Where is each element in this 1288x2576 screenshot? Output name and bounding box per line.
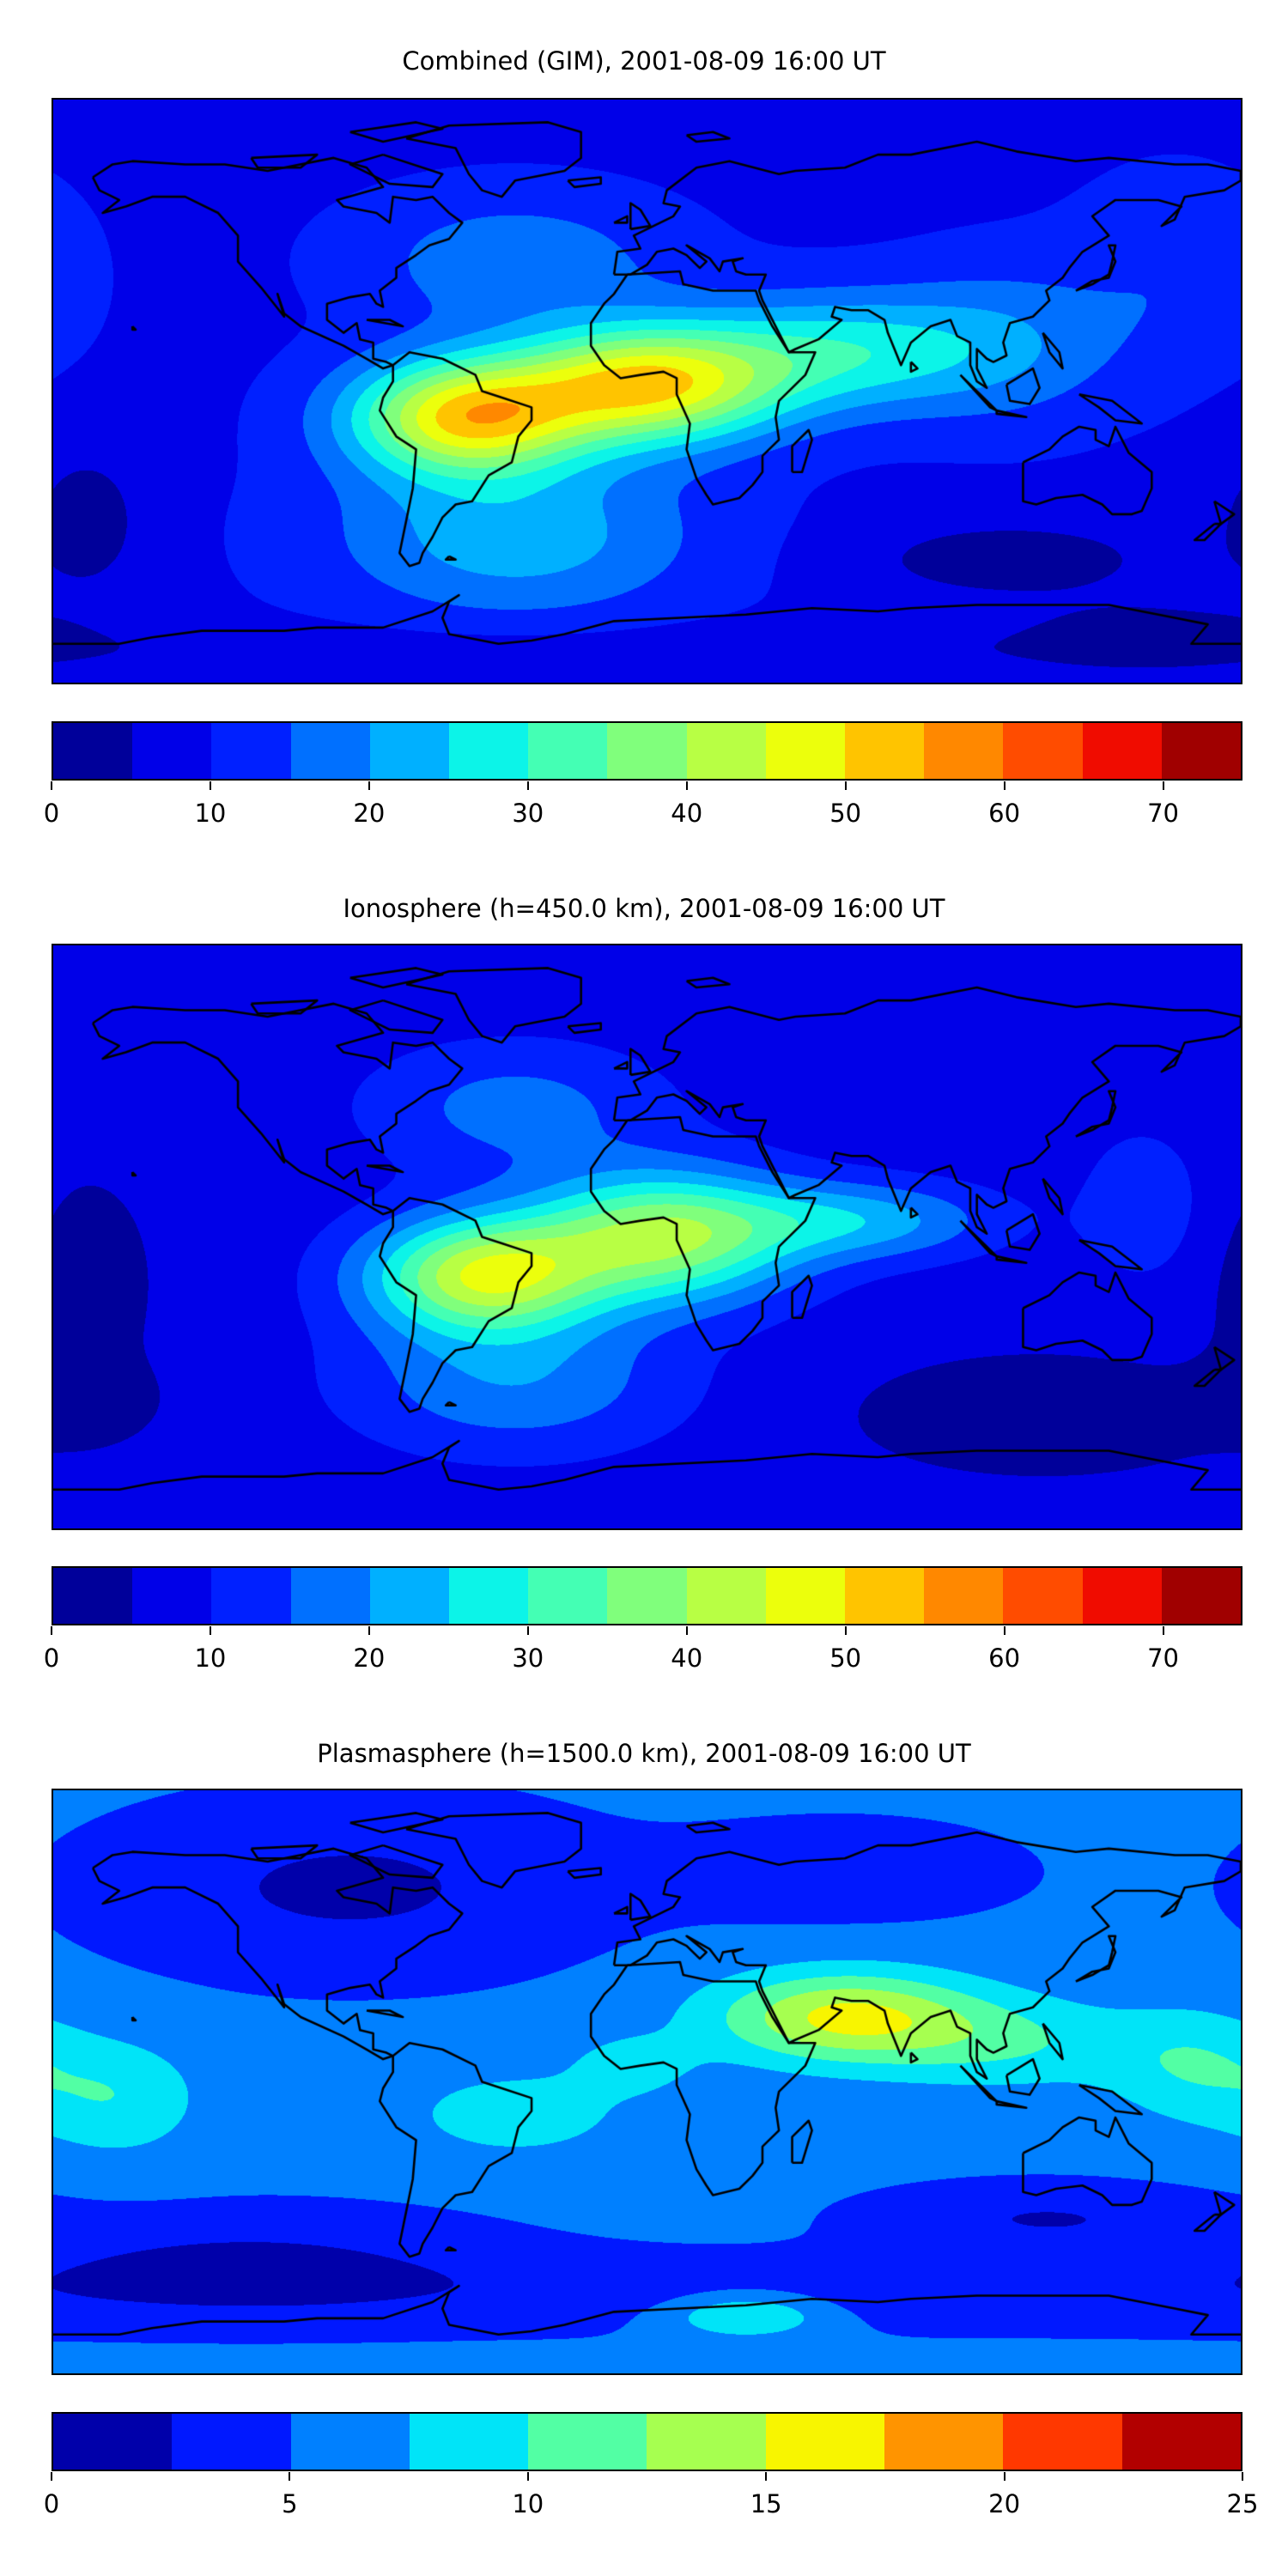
colorbar-ticks: 0 10 20 30 40 50 60 70 [44,781,1242,833]
tick-mark [526,2472,529,2481]
tick-mark [289,2472,291,2481]
colorbar-ticks: 0 5 10 15 20 25 [44,2472,1258,2524]
tick-mark [1003,2472,1005,2481]
tick-mark [51,781,52,790]
colorbar-segment [765,1568,846,1624]
tick-mark [844,1626,847,1635]
colorbar-segment [1161,1568,1242,1624]
colorbar-segment [528,723,608,779]
tick-label: 70 [1147,799,1179,828]
colorbar-segment [607,723,687,779]
colorbar-segment [172,2414,291,2470]
colorbar-segment [528,1568,608,1624]
tick-label: 30 [512,799,544,828]
tick-mark [51,1626,52,1635]
contour-field [53,1790,1241,2373]
colorbar-segment [449,723,529,779]
tick-mark [368,781,370,790]
tick-label: 0 [43,1643,60,1673]
panel-title: Combined (GIM), 2001-08-09 16:00 UT [402,46,886,76]
colorbar-segment [132,1568,212,1624]
tick-mark [844,781,847,790]
colorbar-segment [924,1568,1004,1624]
tick-label: 50 [829,799,862,828]
contour-field [53,100,1241,683]
tick-mark [368,1626,370,1635]
tick-label: 30 [512,1643,544,1673]
colorbar [52,2412,1242,2471]
tick-label: 40 [671,799,703,828]
colorbar-segment [409,2414,529,2470]
colorbar-segment [607,1568,687,1624]
colorbar-segment [1082,723,1162,779]
tick-label: 20 [988,2489,1021,2518]
tick-label: 70 [1147,1643,1179,1673]
tick-label: 10 [194,1643,227,1673]
colorbar-segment [765,2414,885,2470]
tick-mark [1162,1626,1164,1635]
tick-label: 10 [194,799,227,828]
panel-title: Ionosphere (h=450.0 km), 2001-08-09 16:0… [343,894,945,923]
tick-label: 0 [43,2489,60,2518]
colorbar-segment [686,723,766,779]
tick-mark [1162,781,1164,790]
colorbar-segment [686,1568,766,1624]
colorbar-segment [132,723,212,779]
tick-mark [526,1626,529,1635]
tick-mark [685,1626,688,1635]
colorbar-segment [1003,1568,1083,1624]
colorbar-ticks: 0 10 20 30 40 50 60 70 [44,1626,1242,1678]
tick-mark [526,781,529,790]
colorbar [52,721,1242,781]
tick-label: 20 [353,1643,386,1673]
colorbar-segment [845,723,925,779]
tick-label: 60 [988,1643,1021,1673]
colorbar-segment [53,723,133,779]
colorbar-segment [211,1568,291,1624]
colorbar-segment [528,2414,647,2470]
colorbar-segment [1161,723,1242,779]
tick-label: 10 [512,2489,544,2518]
colorbar-segment [369,1568,450,1624]
tec-map-combined [52,98,1242,684]
tick-label: 0 [43,799,60,828]
contour-field [53,945,1241,1528]
tick-label: 5 [282,2489,298,2518]
colorbar-segment [845,1568,925,1624]
tick-mark [209,781,211,790]
colorbar-segment [290,2414,410,2470]
tec-map-ionosphere [52,944,1242,1530]
tick-mark [51,2472,52,2481]
colorbar-segment [1003,2414,1122,2470]
tick-label: 50 [829,1643,862,1673]
tick-label: 15 [750,2489,782,2518]
tick-mark [685,781,688,790]
tick-mark [209,1626,211,1635]
tick-label: 40 [671,1643,703,1673]
tick-label: 20 [353,799,386,828]
colorbar-segment [53,1568,133,1624]
tick-mark [1242,2472,1243,2481]
tick-label: 60 [988,799,1021,828]
colorbar-segment [647,2414,766,2470]
colorbar [52,1566,1242,1625]
colorbar-segment [1003,723,1083,779]
tick-mark [1003,1626,1005,1635]
tick-mark [1003,781,1005,790]
tick-mark [765,2472,768,2481]
panel-title: Plasmasphere (h=1500.0 km), 2001-08-09 1… [317,1739,971,1768]
colorbar-segment [211,723,291,779]
tick-label: 25 [1226,2489,1259,2518]
colorbar-segment [290,1568,370,1624]
colorbar-segment [290,723,370,779]
colorbar-segment [1121,2414,1241,2470]
colorbar-segment [369,723,450,779]
tec-map-plasmasphere [52,1789,1242,2375]
colorbar-segment [924,723,1004,779]
colorbar-segment [1082,1568,1162,1624]
colorbar-segment [53,2414,173,2470]
colorbar-segment [449,1568,529,1624]
colorbar-segment [765,723,846,779]
colorbar-segment [884,2414,1004,2470]
